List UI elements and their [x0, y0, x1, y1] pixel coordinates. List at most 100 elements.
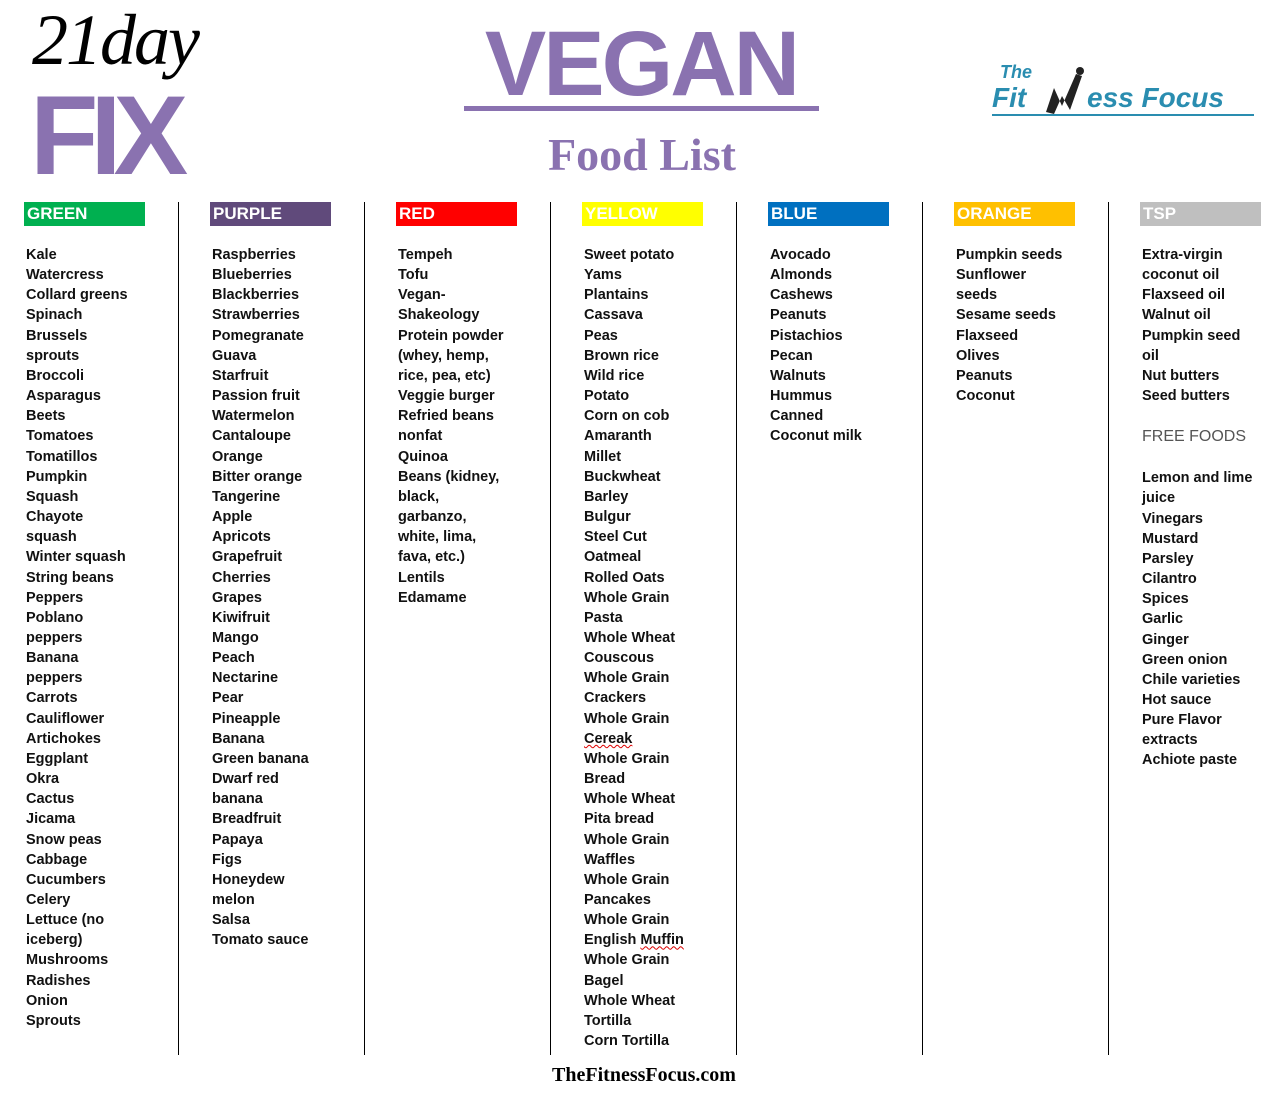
- list-item: Corn Tortilla: [584, 1033, 670, 1050]
- list-item: Sesame seeds: [956, 307, 1056, 324]
- list-item: Pecan: [770, 347, 813, 364]
- list-item: Pure Flavor: [1142, 712, 1222, 729]
- list-item: Sprouts: [26, 1012, 81, 1029]
- list-item: Chile varieties: [1142, 671, 1241, 688]
- list-item: Winter squash: [26, 549, 126, 566]
- list-item: Tempeh: [398, 247, 453, 263]
- list-item: black,: [398, 488, 440, 505]
- list-item: Celery: [26, 892, 71, 908]
- list-item: Vinegars: [1142, 510, 1203, 527]
- list-item: Sweet potato: [584, 247, 675, 263]
- list-item: English Muffin: [584, 932, 684, 949]
- list-item: Peas: [584, 327, 618, 344]
- runner-icon: [1046, 67, 1084, 114]
- list-item: Apple: [212, 509, 253, 526]
- list-item: Peanuts: [770, 307, 827, 324]
- list-item: Millet: [584, 448, 622, 465]
- list-item: Edamame: [398, 589, 467, 606]
- list-item: Whole Grain: [584, 831, 670, 848]
- column-divider: [736, 202, 737, 1055]
- list-item: Whole Grain: [584, 670, 670, 687]
- logo-21day: 21day: [32, 0, 200, 80]
- list-item: Beans (kidney,: [398, 468, 500, 485]
- list-item: Cactus: [26, 791, 75, 808]
- list-item: Blackberries: [212, 287, 300, 304]
- 21-day-fix-logo: 21day FIX: [30, 0, 262, 198]
- list-item: Peach: [212, 650, 255, 667]
- list-item: Cantaloupe: [212, 428, 291, 445]
- list-item: Tofu: [398, 267, 429, 284]
- list-item: Whole Grain: [584, 710, 670, 727]
- list-item: String beans: [26, 569, 114, 586]
- logo-fit: Fit: [992, 82, 1027, 113]
- list-item: nonfat: [398, 428, 443, 445]
- list-item: Whole Grain: [584, 750, 670, 767]
- list-item: Walnut oil: [1142, 307, 1211, 324]
- fitness-focus-logo: The Fit ess Focus: [992, 62, 1257, 118]
- food-list: Tempeh Tofu Vegan- Shakeology Protein powder…: [396, 245, 582, 608]
- list-item: fava, etc.): [398, 549, 465, 566]
- list-item: juice: [1142, 490, 1176, 507]
- list-item: Peppers: [26, 589, 84, 606]
- column-header: YELLOW: [582, 202, 703, 226]
- list-item: Banana: [26, 650, 79, 667]
- food-list: Pumpkin seeds Sunflower seeds Sesame seeds F…: [954, 245, 1140, 406]
- list-item: Broccoli: [26, 367, 85, 384]
- column-divider: [1108, 202, 1109, 1055]
- list-item: Apricots: [212, 529, 271, 546]
- list-item: garbanzo,: [398, 509, 467, 526]
- list-item: Whole Wheat: [584, 791, 676, 808]
- free-foods-heading: FREE FOODS: [1142, 428, 1247, 446]
- list-item: Passion fruit: [212, 388, 300, 405]
- column-divider: [364, 202, 365, 1055]
- list-item: Bread: [584, 771, 626, 788]
- list-item: Whole Grain: [584, 871, 670, 888]
- list-item: Garlic: [1142, 611, 1184, 628]
- list-item: Breadfruit: [212, 811, 282, 828]
- list-item: melon: [212, 892, 255, 908]
- list-item: iceberg): [26, 932, 83, 949]
- list-item: Cassava: [584, 307, 643, 324]
- list-item: peppers: [26, 629, 83, 646]
- list-item: Cherries: [212, 569, 271, 586]
- list-item: oil: [1142, 347, 1159, 364]
- list-item: Radishes: [26, 972, 91, 989]
- logo-the: The: [1000, 62, 1033, 82]
- column-header: GREEN: [24, 202, 145, 226]
- list-item: Hummus: [770, 388, 833, 405]
- list-item: Tomatoes: [26, 428, 94, 445]
- footer-url: TheFitnessFocus.com: [552, 1064, 736, 1086]
- column-header: PURPLE: [210, 202, 331, 226]
- page-title: VEGAN: [484, 13, 800, 115]
- list-item: Almonds: [770, 267, 833, 284]
- list-item: Pumpkin: [26, 468, 88, 485]
- logo-fix: FIX: [30, 73, 188, 198]
- list-item: Barley: [584, 488, 629, 505]
- list-item: Whole Wheat: [584, 629, 676, 646]
- list-item: Spinach: [26, 307, 83, 324]
- list-item: extracts: [1142, 732, 1198, 749]
- list-item: sprouts: [26, 347, 80, 364]
- free-foods-list: Lemon and lime juice Vinegars Mustard Parsle…: [1140, 468, 1280, 770]
- list-item: Olives: [956, 347, 1000, 364]
- list-item: seeds: [956, 287, 998, 304]
- column-blue: BLUE Avocado Almonds Cashews Peanuts Pistachi…: [768, 202, 954, 447]
- list-item: Raspberries: [212, 247, 296, 263]
- list-item: Poblano: [26, 609, 84, 626]
- list-item: Corn on cob: [584, 408, 670, 425]
- column-divider: [550, 202, 551, 1055]
- list-item: Quinoa: [398, 448, 448, 465]
- list-item: (whey, hemp,: [398, 347, 489, 364]
- list-item: Cauliflower: [26, 710, 105, 727]
- list-item: Sunflower: [956, 267, 1027, 284]
- list-item: Honeydew: [212, 871, 285, 888]
- food-list: Kale Watercress Collard greens Spinach Bruss…: [24, 245, 210, 1031]
- list-item: Watermelon: [212, 408, 295, 425]
- list-item: Coconut: [956, 388, 1015, 405]
- list-item: Mustard: [1142, 530, 1199, 547]
- list-item: Cilantro: [1142, 571, 1197, 588]
- list-item: Nut butters: [1142, 367, 1220, 384]
- column-divider: [178, 202, 179, 1055]
- list-item: Grapefruit: [212, 549, 283, 566]
- food-list: Avocado Almonds Cashews Peanuts Pistachios Pe…: [768, 245, 954, 447]
